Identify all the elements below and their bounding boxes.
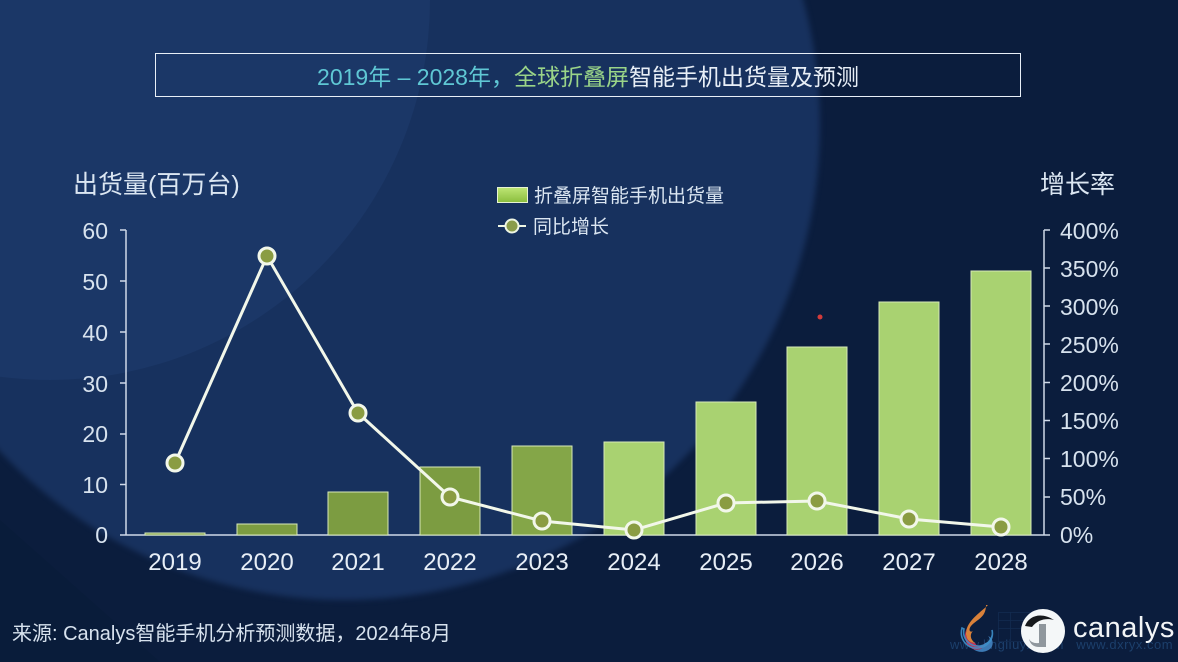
svg-text:2026: 2026: [790, 549, 843, 576]
svg-text:200%: 200%: [1060, 370, 1119, 396]
svg-text:100%: 100%: [1060, 446, 1119, 472]
svg-text:2022: 2022: [423, 549, 476, 576]
svg-text:2028: 2028: [974, 549, 1027, 576]
svg-text:0: 0: [95, 522, 108, 548]
svg-text:150%: 150%: [1060, 408, 1119, 434]
svg-text:2025: 2025: [699, 549, 752, 576]
svg-text:2020: 2020: [240, 549, 293, 576]
svg-text:2019: 2019: [148, 549, 201, 576]
svg-text:2027: 2027: [882, 549, 935, 576]
svg-text:50%: 50%: [1060, 484, 1106, 510]
svg-text:400%: 400%: [1060, 218, 1119, 244]
svg-text:30: 30: [82, 371, 108, 397]
svg-text:60: 60: [82, 218, 108, 244]
svg-text:350%: 350%: [1060, 256, 1119, 282]
svg-text:0%: 0%: [1060, 522, 1093, 548]
svg-text:2023: 2023: [515, 549, 568, 576]
svg-text:40: 40: [82, 320, 108, 346]
svg-text:250%: 250%: [1060, 332, 1119, 358]
svg-text:2021: 2021: [331, 549, 384, 576]
svg-text:20: 20: [82, 421, 108, 447]
svg-text:10: 10: [82, 472, 108, 498]
svg-text:50: 50: [82, 269, 108, 295]
svg-text:300%: 300%: [1060, 294, 1119, 320]
svg-text:2024: 2024: [607, 549, 660, 576]
